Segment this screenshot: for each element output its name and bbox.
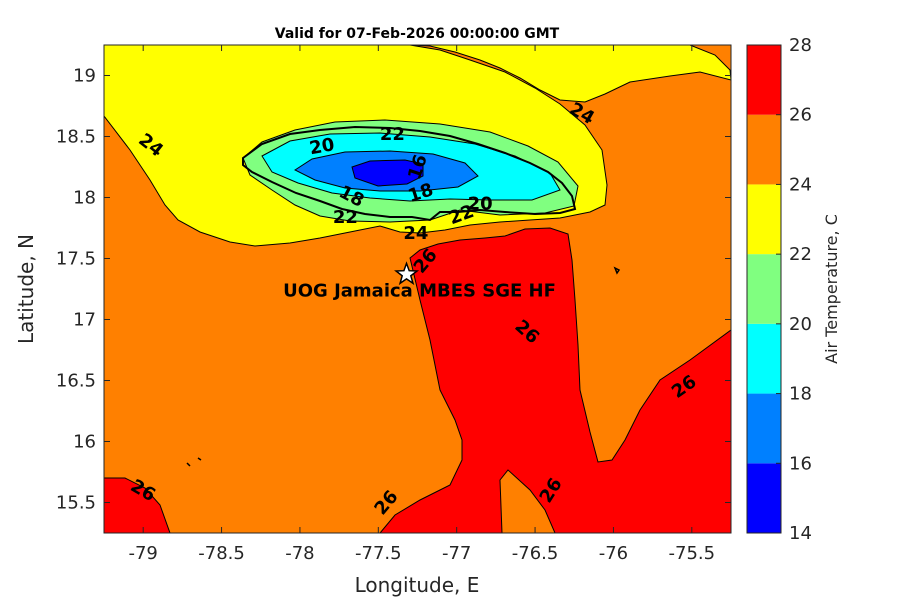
- morant-cays-outline: [186, 457, 202, 467]
- x-tick-label: -78: [285, 543, 314, 564]
- colorbar-tick-label: 24: [789, 174, 812, 195]
- contour-label: 22: [380, 124, 405, 145]
- contour-label: 22: [333, 207, 358, 228]
- station: UOG Jamaica MBES SGE HF: [283, 261, 556, 301]
- map-plot-area: [104, 45, 731, 533]
- band-14-16-region: [351, 159, 424, 187]
- colorbar-label: Air Temperature, C: [822, 214, 841, 364]
- y-tick-label: 17.5: [56, 249, 96, 270]
- colorbar-band: [747, 393, 781, 464]
- colorbar-tick-label: 26: [789, 105, 812, 126]
- y-tick-label: 19: [73, 66, 96, 87]
- band-26-28-south: [379, 227, 731, 533]
- y-tick-label: 16.5: [56, 371, 96, 392]
- jamaica-coastline: [242, 125, 577, 222]
- plot-frame: [103, 44, 732, 534]
- colorbar-band: [747, 114, 781, 185]
- y-tick-label: 17: [73, 310, 96, 331]
- colorbar-tick-label: 14: [789, 523, 812, 544]
- x-tick-label: -78.5: [198, 543, 245, 564]
- x-axis-label: Longitude, E: [355, 573, 480, 597]
- colorbar-tick-label: 28: [789, 35, 812, 56]
- band-22-24-region: [104, 45, 731, 103]
- colorbar-tick-label: 16: [789, 453, 812, 474]
- colorbar: 14 16 18 20 22 24 26 28: [746, 35, 812, 544]
- station-label: UOG Jamaica MBES SGE HF: [283, 280, 556, 301]
- band-26-28-southwest: [104, 477, 171, 533]
- y-axis-label: Latitude, N: [14, 234, 38, 344]
- y-tick-label: 16: [73, 432, 96, 453]
- y-tick-label: 18: [73, 188, 96, 209]
- x-axis: -79 -78.5 -78 -77.5 -77 -76.5 -76 -75.5: [128, 45, 715, 564]
- y-tick-label: 18.5: [56, 127, 96, 148]
- colorbar-tick-label: 22: [789, 244, 812, 265]
- x-tick-label: -77: [442, 543, 471, 564]
- pedro-cays-outline: [613, 266, 621, 275]
- colorbar-band: [747, 254, 781, 324]
- colorbar-band: [747, 184, 781, 255]
- x-tick-label: -76.5: [512, 543, 559, 564]
- colorbar-band: [747, 463, 781, 533]
- x-tick-label: -77.5: [355, 543, 402, 564]
- colorbar-band: [747, 323, 781, 394]
- x-tick-label: -75.5: [669, 543, 716, 564]
- contour-label: 20: [308, 134, 336, 159]
- x-tick-label: -76: [599, 543, 628, 564]
- x-tick-label: -79: [128, 543, 157, 564]
- chart-title: Valid for 07-Feb-2026 00:00:00 GMT: [275, 26, 560, 42]
- colorbar-tick-label: 18: [789, 384, 812, 405]
- contour-label: 20: [468, 194, 493, 215]
- colorbar-band: [747, 45, 781, 115]
- station-star-icon: [394, 261, 420, 286]
- y-tick-label: 15.5: [56, 493, 96, 514]
- colorbar-tick-label: 20: [789, 314, 812, 335]
- y-axis: 15.5 16 16.5 17 17.5 18 18.5 19: [56, 66, 731, 514]
- contour-label: 24: [403, 223, 428, 244]
- colorbar-frame: [746, 44, 782, 534]
